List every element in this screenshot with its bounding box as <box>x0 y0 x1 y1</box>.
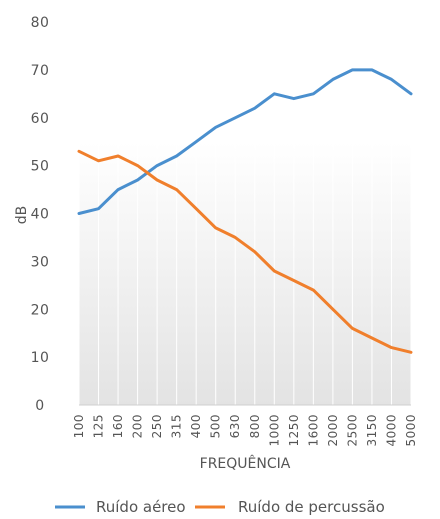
vertical-gridlines <box>78 141 412 406</box>
x-axis-ticks: 100 125 160 200 250 315 400 500 630 800 1000 1250 16… <box>72 414 418 447</box>
x-tick-800: 800 <box>248 414 262 438</box>
x-tick-2000: 2000 <box>326 414 340 447</box>
x-tick-1600: 1600 <box>306 414 320 447</box>
x-axis-title: FREQUÊNCIA <box>200 454 291 472</box>
y-tick-50: 50 <box>31 159 50 175</box>
x-tick-2500: 2500 <box>345 414 359 447</box>
x-tick-160: 160 <box>111 414 125 438</box>
x-tick-200: 200 <box>131 414 145 438</box>
legend: Ruído aéreo Ruído de percussão <box>55 498 385 516</box>
legend-label-1: Ruído aéreo <box>96 498 186 516</box>
series-line-2 <box>77 149 413 354</box>
x-tick-630: 630 <box>228 414 242 438</box>
x-tick-250: 250 <box>150 414 164 438</box>
x-tick-500: 500 <box>209 414 223 438</box>
x-tick-5000: 5000 <box>404 414 418 447</box>
y-tick-40: 40 <box>31 207 50 223</box>
y-axis-title: dB <box>14 206 30 225</box>
x-tick-125: 125 <box>92 414 106 438</box>
x-tick-1250: 1250 <box>287 414 301 447</box>
x-tick-100: 100 <box>72 414 86 438</box>
y-tick-80: 80 <box>31 15 50 31</box>
y-tick-20: 20 <box>31 302 50 318</box>
legend-label-2: Ruído de percussão <box>238 498 385 516</box>
x-tick-1000: 1000 <box>267 414 281 447</box>
x-tick-315: 315 <box>170 414 184 438</box>
y-tick-30: 30 <box>31 254 50 270</box>
x-tick-400: 400 <box>189 414 203 438</box>
x-tick-4000: 4000 <box>384 414 398 447</box>
y-tick-70: 70 <box>31 63 50 79</box>
y-tick-10: 10 <box>31 350 50 366</box>
y-tick-60: 60 <box>31 111 50 127</box>
plot-area <box>79 141 411 405</box>
y-tick-0: 0 <box>35 398 44 414</box>
y-axis-ticks: 0 10 20 30 40 50 60 70 80 <box>31 15 50 414</box>
series-line-1 <box>77 68 413 215</box>
series-lines <box>77 68 413 354</box>
x-tick-3150: 3150 <box>365 414 379 447</box>
